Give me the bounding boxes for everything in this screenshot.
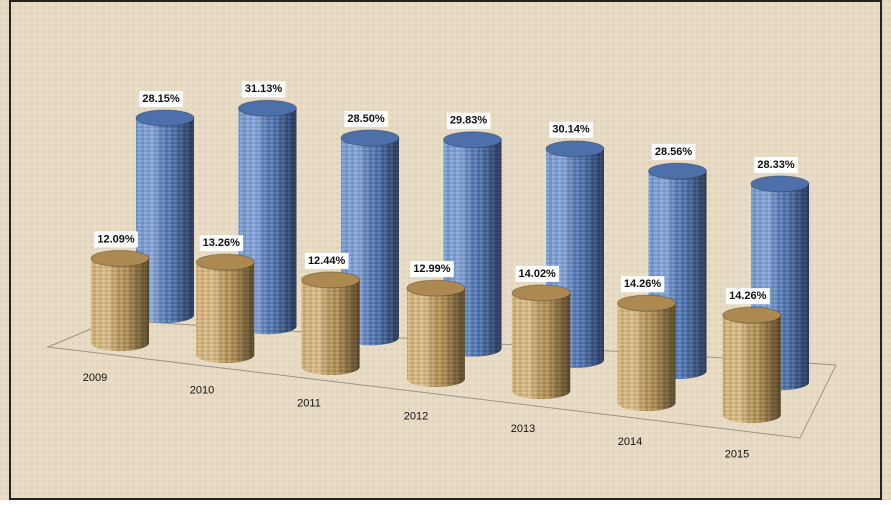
data-label: 14.26% — [624, 278, 662, 290]
cylinder-top-shade — [406, 280, 465, 297]
cylinder-shade — [136, 117, 194, 323]
data-label-box — [446, 112, 491, 129]
x-tick-label: 2015 — [725, 449, 749, 461]
cylinder-top — [617, 294, 676, 312]
data-label-box — [139, 90, 183, 107]
data-label-box — [199, 235, 244, 252]
cylinder — [617, 294, 676, 411]
data-label: 28.33% — [757, 159, 795, 171]
cylinder-top — [648, 162, 707, 180]
x-tick-label: 2009 — [83, 372, 107, 384]
data-label: 13.26% — [203, 237, 241, 249]
cylinder-top-shade — [196, 254, 255, 271]
data-label-box — [94, 231, 138, 248]
cylinder-top — [238, 99, 297, 117]
cylinder — [722, 306, 782, 423]
cylinder-top — [722, 306, 782, 324]
cylinder-shade — [196, 262, 255, 363]
data-label-box — [304, 252, 349, 269]
cylinder — [511, 284, 571, 399]
data-label-box — [754, 156, 798, 173]
cylinder-top — [511, 284, 571, 302]
data-label-box — [515, 265, 560, 282]
cylinder-shade — [617, 303, 676, 411]
cylinder-top-shade — [512, 284, 571, 301]
data-label-box — [410, 261, 454, 278]
cylinder — [301, 271, 361, 375]
data-label: 30.14% — [552, 124, 590, 136]
data-label: 12.99% — [413, 263, 451, 275]
data-label: 12.09% — [97, 233, 135, 245]
cylinder-shade — [722, 315, 781, 423]
data-label: 28.56% — [655, 146, 693, 158]
cylinder-shade — [301, 279, 360, 375]
data-label: 31.13% — [245, 83, 283, 95]
x-tick-label: 2011 — [297, 398, 321, 410]
frame — [9, 0, 882, 500]
cylinder-top-shade — [136, 109, 194, 126]
data-label-box — [344, 110, 388, 127]
data-label: 14.26% — [729, 290, 767, 302]
x-tick-label: 2010 — [190, 385, 214, 397]
cylinder — [406, 279, 466, 387]
data-label-box — [726, 288, 770, 305]
data-label: 14.02% — [519, 268, 557, 280]
cylinder-top — [443, 131, 502, 149]
cylinder-top — [406, 279, 466, 297]
cylinder-shade — [406, 288, 465, 387]
cylinder-top-shade — [341, 129, 399, 146]
floor — [46, 319, 837, 439]
cylinder-top — [135, 109, 195, 127]
cylinder-top-shade — [751, 175, 809, 192]
cylinder — [90, 249, 150, 351]
cylinder-top — [545, 140, 605, 158]
data-label: 28.50% — [347, 113, 385, 125]
cylinder — [195, 253, 255, 363]
cylinder-shade — [512, 292, 571, 399]
cylinder-top-shade — [443, 131, 502, 148]
cylinder-top-shade — [722, 307, 781, 324]
cylinder-top — [195, 253, 255, 271]
cylinder-top-shade — [648, 163, 707, 180]
data-label: 12.44% — [308, 255, 346, 267]
data-label-box — [651, 144, 696, 161]
x-tick-label: 2014 — [618, 436, 642, 448]
cylinder-top — [340, 129, 400, 147]
cylinder-top — [750, 175, 810, 193]
cylinder-top — [301, 271, 361, 289]
x-tick-label: 2013 — [511, 423, 535, 435]
cylinder-top-shade — [91, 250, 149, 267]
cylinder-top-shade — [301, 271, 360, 288]
data-label: 29.83% — [450, 115, 488, 127]
x-tick-label: 2012 — [404, 410, 428, 422]
cylinder — [135, 109, 195, 323]
data-label: 28.15% — [142, 93, 180, 105]
data-label-box — [241, 81, 286, 98]
data-label-box — [549, 121, 593, 138]
data-label-box — [620, 276, 665, 293]
cylinder-shade — [91, 258, 149, 351]
cylinder-top-shade — [238, 100, 297, 117]
plot: 2009 2010 2011 2012 2013 2014 2015 28.15% 31.13%… — [83, 81, 810, 461]
cylinder-top-shade — [546, 140, 604, 157]
cylinder-top-shade — [617, 295, 676, 312]
cylinder-top — [90, 249, 150, 267]
